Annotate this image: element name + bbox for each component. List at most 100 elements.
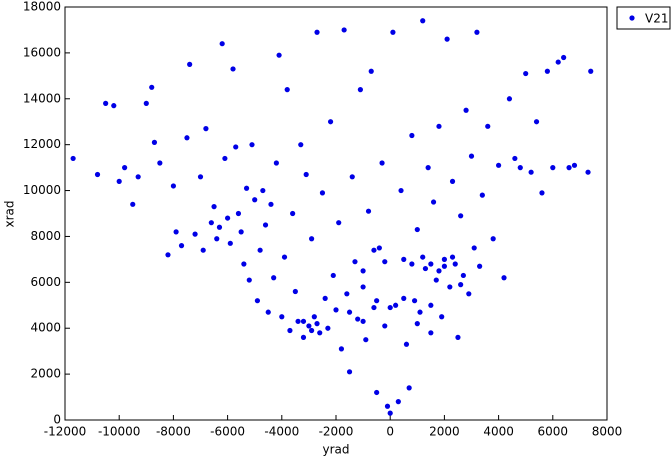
point [496,162,502,168]
point [222,155,228,162]
point [555,59,561,65]
point [458,282,464,288]
point [246,277,252,283]
point [355,316,361,322]
point [393,302,399,308]
y-tick-label: 8000 [30,229,61,243]
point [187,61,193,67]
point [460,272,466,279]
point [425,165,431,171]
point [398,187,404,194]
point [390,29,396,35]
point [585,169,591,175]
point [376,245,382,251]
point [284,87,290,93]
point [444,36,450,42]
point [262,222,269,228]
point [233,144,239,150]
point [103,100,109,106]
point [327,119,334,125]
point [208,220,214,226]
point [317,330,323,336]
legend-marker [629,15,635,21]
point [371,304,377,311]
point [479,192,485,198]
point [485,123,491,129]
point [319,190,326,196]
point [363,337,369,343]
x-axis-label: yrad [322,443,349,457]
point [401,295,407,301]
point [290,210,296,217]
point [219,41,225,47]
point [382,323,388,329]
point [203,126,209,132]
point [523,70,529,77]
point [165,252,171,258]
point [452,261,458,267]
legend-box [616,6,671,30]
point [279,314,285,320]
point [252,197,258,203]
plot-frame [64,6,608,421]
legend-label: V21 [645,12,668,26]
point [135,174,141,180]
x-tick-label: -12000 [44,425,87,439]
x-tick-label: 6000 [538,425,569,439]
point [322,295,328,301]
point [122,165,128,171]
point [550,165,556,171]
point [192,231,198,237]
point [178,243,185,249]
point [357,87,363,93]
point [238,229,244,235]
point [360,318,366,324]
point [471,245,477,251]
point [333,307,339,313]
point [230,66,236,72]
point [346,369,353,375]
y-tick-label: 18000 [23,0,61,14]
point [379,160,385,166]
point [314,321,320,327]
point [360,268,366,274]
point [490,236,496,242]
point [403,341,410,347]
point [506,96,513,102]
point [417,309,423,315]
point [368,68,374,74]
point [477,263,483,269]
point [338,346,345,352]
point [387,410,393,416]
point [430,199,437,205]
point [468,153,475,159]
point [533,119,540,125]
point [414,226,420,233]
point [273,160,279,166]
point [517,165,523,171]
point [571,162,578,168]
point [395,399,401,405]
point [458,213,464,219]
point [257,247,263,253]
point [111,103,117,109]
point [561,54,567,61]
point [271,275,277,281]
point [325,325,331,331]
point [566,165,572,171]
point [441,263,447,269]
point [409,261,415,267]
point [70,155,76,162]
point [143,100,149,106]
point [352,259,358,265]
point [214,236,220,242]
point [197,174,204,180]
point [292,288,298,295]
point [170,183,176,189]
point [300,334,307,340]
y-tick-label: 0 [53,413,61,427]
point [374,389,380,396]
point [243,185,250,191]
point [311,314,317,320]
